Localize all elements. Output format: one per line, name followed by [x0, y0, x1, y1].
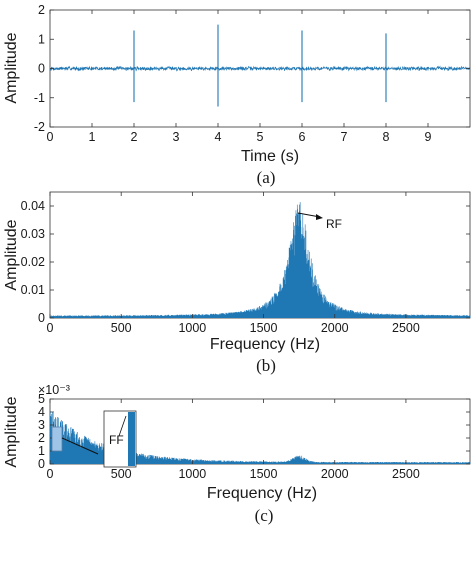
- x-tick-label: 1500: [250, 321, 278, 335]
- x-tick-label: 1000: [178, 467, 206, 481]
- x-tick-label: 9: [425, 130, 432, 144]
- y-tick-label: 1: [38, 32, 45, 46]
- envelope-spectrum-bars: [49, 410, 471, 464]
- ylabel-a: Amplitude: [3, 32, 20, 103]
- y-tick-label: 0.03: [21, 227, 45, 241]
- x-tick-label: 8: [383, 130, 390, 144]
- inset-bar: [128, 412, 135, 466]
- x-ticks-c: 0 500 1000 1500 2000 2500: [47, 399, 420, 481]
- y-tick-label: 0.04: [21, 199, 45, 213]
- y-tick-label: 0: [38, 311, 45, 325]
- x-tick-label: 1: [89, 130, 96, 144]
- x-tick-label: 6: [299, 130, 306, 144]
- axes-frame-b: [49, 191, 471, 319]
- y-ticks-a: -2 -1 0 1 2: [34, 3, 470, 134]
- panel-b: 0 500 1000 1500 2000 2500 0 0.01 0.02 0.03 0.04 R…: [3, 191, 471, 375]
- xlabel-c: Frequency (Hz): [207, 485, 317, 502]
- x-tick-label: 2000: [321, 321, 349, 335]
- rf-label: RF: [326, 217, 342, 231]
- x-tick-label: 500: [111, 467, 132, 481]
- x-ticks-a: 0 1 2 3 4 5 6 7 8 9: [47, 10, 432, 144]
- series-c: [49, 410, 471, 464]
- x-tick-label: 7: [341, 130, 348, 144]
- rf-arrowhead: [316, 214, 323, 220]
- x-tick-label: 4: [215, 130, 222, 144]
- y-tick-label: 5: [38, 392, 45, 406]
- signal-trace: [49, 65, 471, 72]
- xlabel-b: Frequency (Hz): [210, 336, 320, 353]
- y-tick-label: 2: [38, 431, 45, 445]
- xlabel-a: Time (s): [241, 148, 299, 165]
- series-a: [49, 24, 471, 107]
- x-tick-label: 5: [257, 130, 264, 144]
- inset: FF: [103, 410, 137, 468]
- x-tick-label: 2500: [392, 321, 420, 335]
- x-tick-label: 3: [173, 130, 180, 144]
- x-tick-label: 0: [47, 321, 54, 335]
- inset-pointer: [118, 415, 127, 437]
- y-tick-label: 0: [38, 457, 45, 471]
- x-tick-label: 2500: [392, 467, 420, 481]
- caption-a: (a): [257, 168, 276, 187]
- x-tick-label: 1500: [250, 467, 278, 481]
- inset-label: FF: [109, 433, 124, 447]
- y-tick-label: 0.01: [21, 283, 45, 297]
- panel-a: 0 1 2 3 4 5 6 7 8 9 -2 -1 0 1 2 Time (s) Amplitude (a…: [3, 3, 471, 187]
- x-tick-label: 0: [47, 467, 54, 481]
- y-tick-label: 3: [38, 418, 45, 432]
- y-tick-label: -1: [34, 91, 45, 105]
- ylabel-b: Amplitude: [3, 219, 20, 290]
- scale-label-c: ×10⁻³: [38, 383, 70, 397]
- y-tick-label: 1: [38, 444, 45, 458]
- y-tick-label: 0.02: [21, 255, 45, 269]
- y-ticks-b: 0 0.01 0.02 0.03 0.04: [21, 199, 470, 325]
- x-tick-label: 1000: [178, 321, 206, 335]
- ylabel-c: Amplitude: [3, 396, 20, 467]
- x-tick-label: 2: [131, 130, 138, 144]
- caption-b: (b): [256, 356, 276, 375]
- y-tick-label: 4: [38, 405, 45, 419]
- y-tick-label: -2: [34, 120, 45, 134]
- x-ticks-b: 0 500 1000 1500 2000 2500: [47, 192, 420, 335]
- x-tick-label: 2000: [321, 467, 349, 481]
- caption-c: (c): [255, 506, 274, 525]
- zoom-region: [51, 426, 63, 452]
- x-tick-label: 500: [111, 321, 132, 335]
- y-tick-label: 0: [38, 62, 45, 76]
- y-tick-label: 2: [38, 3, 45, 17]
- zoom-arrow: [61, 437, 99, 455]
- x-tick-label: 0: [47, 130, 54, 144]
